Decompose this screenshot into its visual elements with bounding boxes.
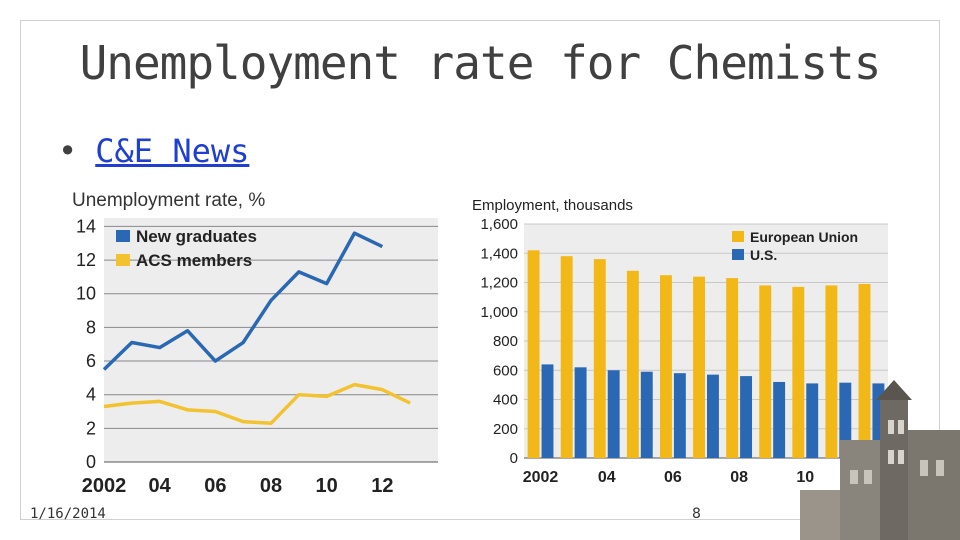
bullet-dot-icon: • <box>58 132 78 170</box>
bar-eu <box>560 256 573 458</box>
bar-us <box>574 367 587 458</box>
x-tick-label: 2002 <box>82 475 127 497</box>
legend-label-1: U.S. <box>750 247 777 263</box>
legend-label-0: European Union <box>750 229 858 245</box>
y-tick-label: 1,400 <box>480 245 518 262</box>
y-tick-label: 4 <box>86 385 96 405</box>
bar-eu <box>825 285 838 458</box>
bar-us <box>806 383 819 458</box>
legend-swatch-1 <box>116 254 130 266</box>
x-tick-label: 10 <box>796 469 814 486</box>
x-tick-label: 10 <box>316 475 338 497</box>
bar-eu <box>726 278 739 458</box>
x-tick-label: 2002 <box>523 469 559 486</box>
series-line-1 <box>103 382 411 426</box>
bar-us <box>773 381 786 458</box>
y-tick-label: 12 <box>76 250 96 270</box>
slide-frame <box>20 20 940 520</box>
bar-eu <box>626 270 639 458</box>
bar-us <box>607 370 620 458</box>
y-tick-label: 1,000 <box>480 304 518 321</box>
employment-bar-chart: Employment, thousands 0 200 400 600 800 1,000 1… <box>472 197 888 486</box>
bar-us <box>707 374 719 458</box>
bar-eu <box>693 276 705 458</box>
footer-date: 1/16/2014 <box>30 506 106 522</box>
chart-title: Unemployment rate, % <box>72 190 265 211</box>
bar-us <box>640 371 653 458</box>
series-line-0 <box>102 231 384 371</box>
unemployment-line-chart: Unemployment rate, % 0 2 4 6 8 10 12 14 2002 04 06 0… <box>72 190 438 497</box>
bar-eu <box>659 275 672 458</box>
bar-eu <box>858 283 871 458</box>
x-tick-label: 04 <box>598 469 616 486</box>
x-tick-label: 12 <box>371 475 393 497</box>
bar-us <box>839 382 852 458</box>
bullet-item: • C&E News <box>58 132 249 170</box>
bar-eu <box>527 250 540 458</box>
legend-swatch-0 <box>732 231 744 242</box>
chart-title: Employment, thousands <box>472 197 633 214</box>
bar-us <box>541 364 554 458</box>
bar-eu <box>593 259 606 458</box>
y-tick-label: 0 <box>86 452 96 472</box>
y-tick-label: 1,600 <box>480 216 518 233</box>
cen-news-link[interactable]: C&E News <box>95 132 250 170</box>
y-tick-label: 400 <box>493 392 518 409</box>
y-tick-label: 8 <box>86 317 96 337</box>
bar-eu <box>759 285 772 458</box>
legend-swatch-0 <box>116 230 130 242</box>
legend-label-0: New graduates <box>136 227 257 246</box>
y-tick-label: 6 <box>86 351 96 371</box>
bar-us <box>872 383 885 458</box>
y-tick-label: 1,200 <box>480 275 518 292</box>
y-tick-label: 0 <box>510 450 518 467</box>
university-building-graphic <box>800 380 960 540</box>
x-tick-label: 06 <box>664 469 682 486</box>
y-tick-label: 14 <box>76 216 96 236</box>
legend-label-1: ACS members <box>136 251 252 270</box>
y-tick-label: 2 <box>86 418 96 438</box>
y-tick-label: 800 <box>493 333 518 350</box>
slide-title: Unemployment rate for Chemists <box>79 36 882 90</box>
page-number: 8 <box>692 506 701 522</box>
y-tick-label: 600 <box>493 362 518 379</box>
y-tick-label: 200 <box>493 421 518 438</box>
bar-eu <box>792 286 805 458</box>
bar-us <box>673 373 686 458</box>
x-tick-label: 08 <box>260 475 282 497</box>
legend-swatch-1 <box>732 249 744 260</box>
x-tick-label: 04 <box>149 475 172 497</box>
y-tick-label: 10 <box>76 284 96 304</box>
bar-us <box>740 376 753 458</box>
x-tick-label: 08 <box>730 469 748 486</box>
x-tick-label: 06 <box>204 475 226 497</box>
